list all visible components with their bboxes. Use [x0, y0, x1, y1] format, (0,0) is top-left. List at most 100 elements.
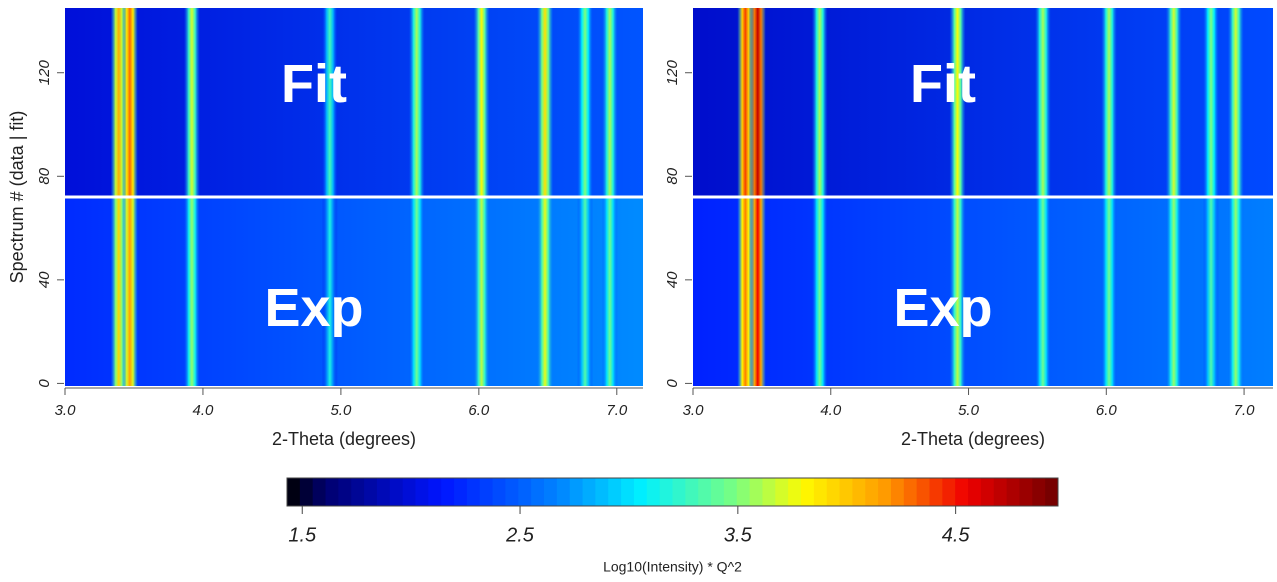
peak-stripe — [1203, 8, 1220, 197]
colorbar-cell — [633, 478, 648, 506]
peak-stripe — [737, 197, 754, 386]
colorbar-cell — [364, 478, 378, 506]
heatmap — [65, 8, 643, 386]
peak-stripe — [949, 8, 966, 197]
colorbar-cell — [402, 478, 416, 506]
colorbar-cell — [878, 478, 892, 506]
peak-stripe — [811, 8, 828, 197]
colorbar-cell — [1045, 478, 1059, 506]
heatmap — [693, 8, 1273, 386]
colorbar-cell — [929, 478, 943, 506]
y-tick-label: 120 — [664, 60, 681, 86]
colorbar-cell — [980, 478, 995, 506]
colorbar-cell — [518, 478, 532, 506]
colorbar-cell — [595, 478, 609, 506]
colorbar-cell — [621, 478, 635, 506]
y-tick-label: 120 — [36, 60, 53, 86]
y-tick-label: 0 — [664, 379, 681, 388]
colorbar-cell — [505, 478, 519, 506]
colorbar-cell — [723, 478, 738, 506]
colorbar-cell — [711, 478, 725, 506]
peak-stripe — [473, 8, 490, 197]
colorbar-cell — [801, 478, 815, 506]
colorbar-cell — [415, 478, 429, 506]
region-label: Exp — [264, 278, 363, 338]
colorbar-cell — [955, 478, 969, 506]
region-label: Exp — [893, 278, 992, 338]
colorbar-cell — [903, 478, 918, 506]
colorbar-cell — [852, 478, 866, 506]
peak-stripe — [1101, 197, 1118, 386]
colorbar-label: Log10(Intensity) * Q^2 — [603, 559, 742, 575]
colorbar-cell — [762, 478, 776, 506]
colorbar-cell — [890, 478, 905, 506]
x-tick-label: 7.0 — [606, 402, 628, 419]
peak-stripe — [1034, 8, 1051, 197]
colorbar-tick-label: 2.5 — [505, 524, 535, 546]
colorbar-cell — [608, 478, 622, 506]
peak-stripe — [1203, 197, 1220, 386]
colorbar-cell — [775, 478, 789, 506]
peak-stripe — [408, 8, 425, 197]
peak-stripe — [1101, 8, 1118, 197]
colorbar-cell — [659, 478, 673, 506]
colorbar-cell — [582, 478, 596, 506]
peak-stripe — [537, 197, 554, 386]
peak-stripe — [577, 8, 594, 197]
region — [65, 8, 643, 197]
peak-stripe — [749, 8, 766, 197]
colorbar-cell — [736, 478, 751, 506]
peak-stripe — [811, 197, 828, 386]
peak-stripe — [1034, 197, 1051, 386]
colorbar-cell — [287, 478, 301, 506]
colorbar-cell — [839, 478, 853, 506]
peak-stripe — [601, 197, 618, 386]
colorbar-cell — [916, 478, 930, 506]
colorbar-tick-label: 3.5 — [724, 524, 753, 546]
peak-stripe — [1227, 197, 1244, 386]
y-axis-label: Spectrum # (data | fit) — [7, 111, 27, 284]
region — [693, 8, 1273, 197]
x-tick-label: 5.0 — [958, 402, 980, 419]
y-tick-label: 80 — [36, 167, 53, 184]
y-tick-label: 80 — [664, 167, 681, 184]
peak-stripe — [577, 197, 594, 386]
colorbar-cell — [569, 478, 584, 506]
peak-stripe — [1165, 197, 1182, 386]
colorbar-cell — [646, 478, 661, 506]
colorbar-cell — [544, 478, 558, 506]
colorbar-cell — [389, 478, 404, 506]
colorbar-cell — [788, 478, 802, 506]
x-tick-label: 3.0 — [683, 402, 705, 419]
y-tick-label: 40 — [36, 271, 53, 288]
colorbar-cell — [454, 478, 468, 506]
colorbar-cell — [556, 478, 571, 506]
x-tick-label: 5.0 — [330, 402, 352, 419]
peak-stripe — [749, 197, 766, 386]
peak-stripe — [321, 197, 338, 386]
peak-stripe — [737, 8, 754, 197]
peak-stripe — [537, 8, 554, 197]
region-label: Fit — [910, 54, 976, 114]
colorbar-cell — [1006, 478, 1020, 506]
x-tick-label: 3.0 — [55, 402, 77, 419]
peak-stripe — [408, 197, 425, 386]
colorbar-cell — [1019, 478, 1033, 506]
colorbar-cell — [865, 478, 879, 506]
x-axis-label: 2-Theta (degrees) — [901, 429, 1045, 449]
colorbar-tick-label: 1.5 — [288, 524, 317, 546]
peak-stripe — [1227, 8, 1244, 197]
region-label: Fit — [281, 54, 347, 114]
colorbar-cell — [813, 478, 828, 506]
x-tick-label: 7.0 — [1234, 402, 1256, 419]
peak-stripe — [473, 197, 490, 386]
peak-stripe — [183, 8, 200, 197]
colorbar-cell — [466, 478, 481, 506]
colorbar-cell — [479, 478, 494, 506]
x-axis-label: 2-Theta (degrees) — [272, 429, 416, 449]
colorbar-cell — [1032, 478, 1046, 506]
colorbar-cell — [531, 478, 545, 506]
x-tick-label: 4.0 — [820, 402, 842, 419]
peak-stripe — [183, 197, 200, 386]
